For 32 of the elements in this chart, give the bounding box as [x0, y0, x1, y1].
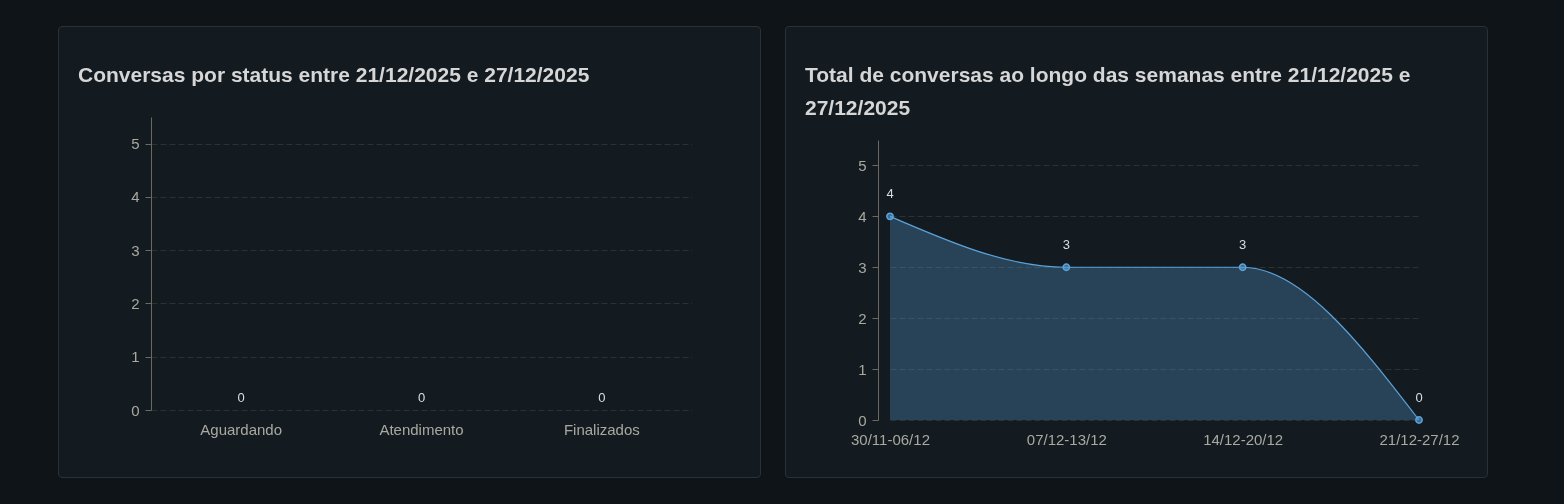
x-tick-label: Atendimento [379, 420, 464, 438]
y-tick-label: 1 [131, 348, 140, 366]
chart-title: Total de conversas ao longo das semanas entre 21/12/2025 e 27/12/2025 [805, 62, 1412, 121]
data-label: 3 [1239, 237, 1247, 253]
data-label: 0 [598, 390, 606, 405]
y-tick-label: 0 [858, 411, 867, 429]
point [1415, 416, 1423, 424]
x-tick-label: Aguardando [200, 420, 283, 438]
y-tick-label: 3 [131, 241, 140, 259]
point [886, 212, 894, 221]
data-label: 0 [417, 390, 426, 405]
y-tick-label: 4 [131, 188, 140, 206]
y-tick-label: 4 [858, 207, 867, 225]
y-tick-label: 5 [131, 135, 140, 153]
data-label: 3 [1062, 237, 1070, 253]
data-label: 0 [237, 390, 245, 405]
y-tick-label: 2 [858, 309, 867, 327]
data-label: 0 [1415, 390, 1423, 405]
y-tick-label: 3 [858, 258, 867, 276]
x-tick-label: 14/12-20/12 [1203, 430, 1284, 448]
chart-title: Conversas por status entre 21/12/2025 e 27/12/2025 [78, 62, 591, 88]
x-tick-label: Finalizados [563, 420, 640, 438]
y-tick-label: 0 [131, 401, 140, 419]
y-tick-label: 2 [131, 294, 140, 312]
x-tick-label: 30/11-06/12 [851, 430, 930, 448]
y-tick-label: 1 [858, 360, 867, 378]
data-label: 4 [886, 186, 894, 202]
point [1062, 263, 1071, 272]
x-tick-label: 07/12-13/12 [1026, 430, 1107, 448]
x-tick-label: 21/12-27/12 [1379, 430, 1460, 448]
y-tick-label: 5 [858, 156, 867, 174]
point [1238, 263, 1247, 272]
